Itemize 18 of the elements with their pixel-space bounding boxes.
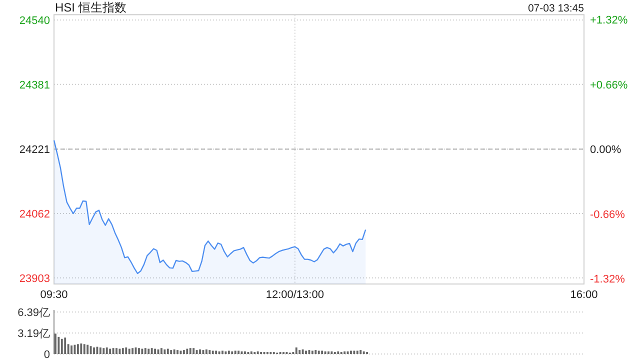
chart-title: HSI 恒生指数 [55,0,126,15]
x-tick-label: 16:00 [570,289,598,301]
y-tick-label: 24540 [19,14,50,27]
y-tick-label: 24062 [19,208,50,221]
y2-tick-label: +0.66% [590,79,628,92]
text: 07-03 13:45 [528,2,584,15]
y2-tick-label: -0.66% [590,208,626,221]
x-tick-label: 09:30 [40,289,68,301]
y-tick-label: 0 [44,349,50,360]
y2-tick-label: +1.32% [590,14,628,27]
y2-tick-label: 0.00% [590,144,622,156]
y-tick-label: 23903 [19,272,50,285]
x-tick-label: 12:00/13:00 [266,289,324,301]
y-tick-label: 3.19亿 [18,328,50,340]
y-tick-label: 24221 [19,144,50,156]
y2-tick-label: -1.32% [590,274,626,286]
y-tick-label: 6.39亿 [18,307,50,319]
y-tick-label: 24381 [19,79,50,92]
